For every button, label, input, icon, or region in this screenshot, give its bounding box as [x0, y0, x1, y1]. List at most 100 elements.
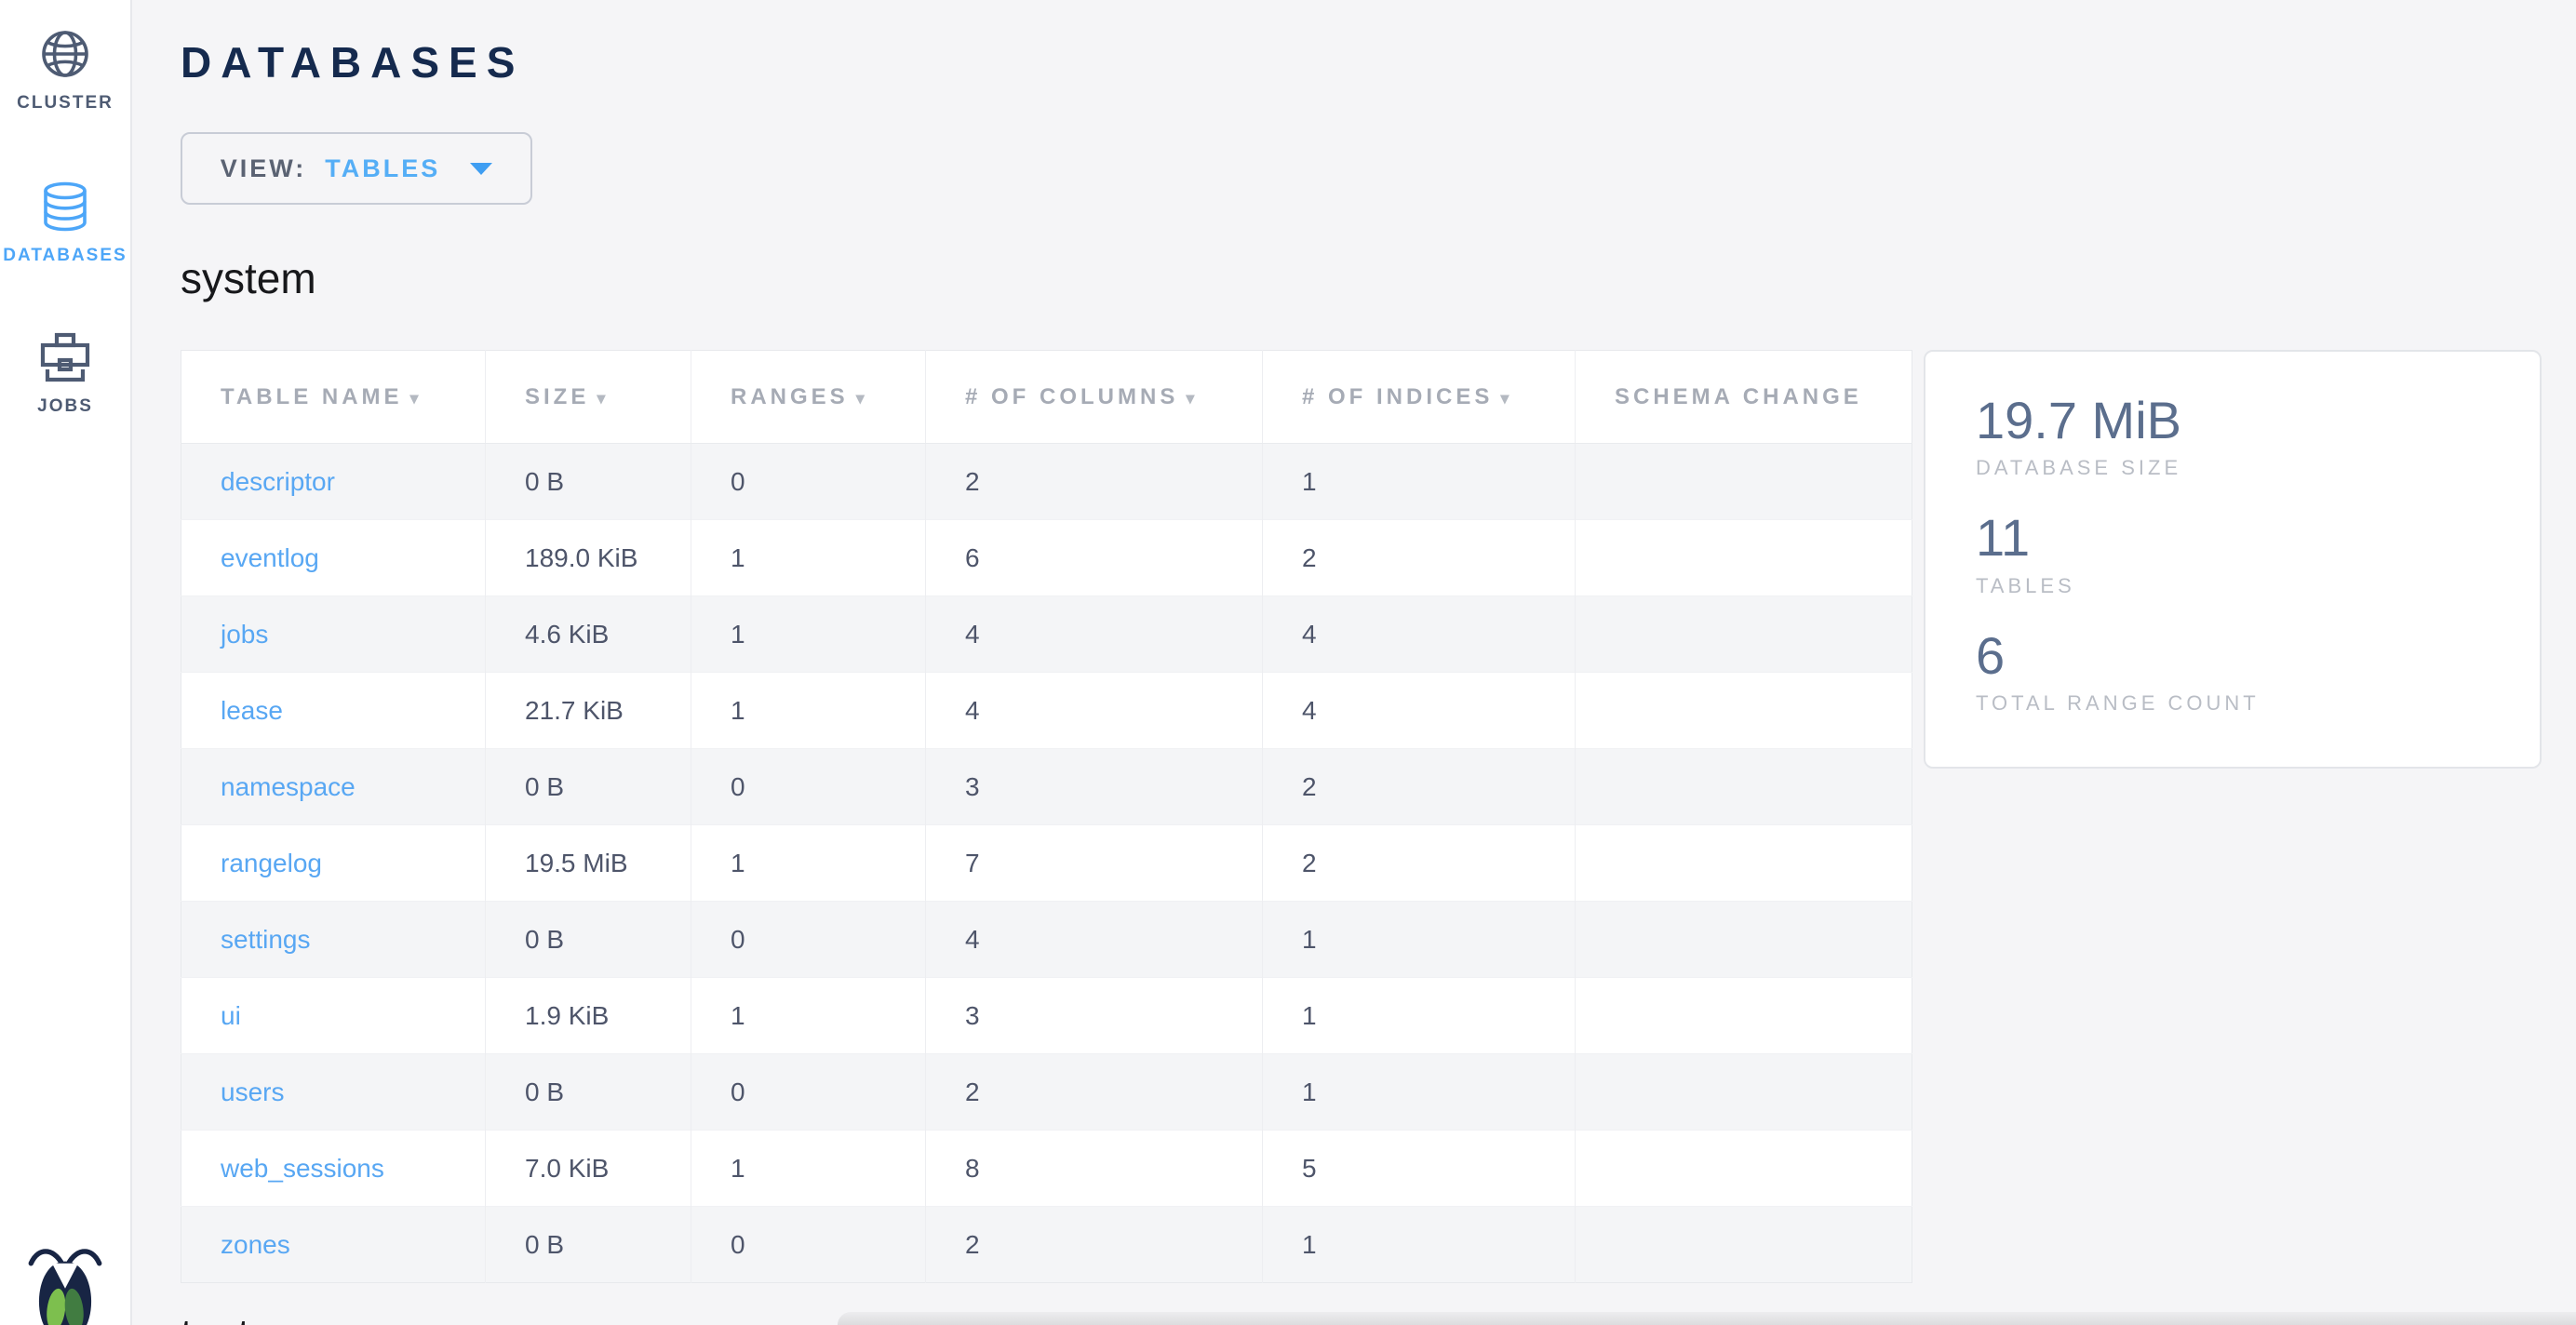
- database-summary-card: 19.7 MiB DATABASE SIZE 11 TABLES 6 TOTAL RANG…: [1924, 350, 2542, 769]
- size-cell: 189.0 KiB: [485, 519, 691, 596]
- table-link[interactable]: descriptor: [221, 466, 335, 496]
- table-row: jobs 4.6 KiB 1 4 4: [181, 596, 1912, 673]
- sort-caret-icon[interactable]: ▾: [597, 388, 610, 408]
- database-icon: [39, 181, 91, 233]
- columns-cell: 3: [925, 977, 1263, 1054]
- sort-caret-icon[interactable]: ▾: [409, 388, 423, 408]
- table-link[interactable]: namespace: [221, 771, 356, 801]
- size-cell: 0 B: [485, 1053, 691, 1131]
- table-name-cell: web_sessions: [181, 1130, 486, 1207]
- ranges-cell: 1: [691, 672, 926, 749]
- sort-caret-icon[interactable]: ▾: [1186, 388, 1199, 408]
- sidebar: CLUSTER DATABASES JOBS: [0, 0, 132, 1325]
- system-database-content: TABLE NAME ▾ SIZE ▾ RANGES ▾ # OF COLUMNS ▾ # OF…: [181, 350, 2576, 1283]
- column-header-label: # OF COLUMNS: [965, 383, 1179, 409]
- sidebar-item-label: CLUSTER: [17, 93, 114, 113]
- summary-stat-database-size: 19.7 MiB DATABASE SIZE: [1976, 391, 2502, 480]
- stat-label: TABLES: [1976, 573, 2075, 597]
- stat-label: DATABASE SIZE: [1976, 456, 2182, 480]
- ranges-cell: 0: [691, 1053, 926, 1131]
- ranges-cell: 1: [691, 977, 926, 1054]
- size-cell: 1.9 KiB: [485, 977, 691, 1054]
- table-name-cell: descriptor: [181, 443, 486, 520]
- view-dropdown-label: VIEW:: [220, 154, 307, 182]
- column-header-size[interactable]: SIZE ▾: [485, 350, 691, 444]
- size-cell: 19.5 MiB: [485, 824, 691, 902]
- table-name-cell: zones: [181, 1206, 486, 1283]
- table-link[interactable]: lease: [221, 695, 283, 725]
- column-header-ranges[interactable]: RANGES ▾: [691, 350, 926, 444]
- table-link[interactable]: rangelog: [221, 848, 322, 877]
- indices-cell: 1: [1262, 443, 1576, 520]
- briefcase-icon: [37, 332, 93, 383]
- stat-value: 6: [1976, 625, 2006, 685]
- chevron-down-icon: [470, 162, 493, 175]
- table-row: rangelog 19.5 MiB 1 7 2: [181, 824, 1912, 902]
- table-name-cell: rangelog: [181, 824, 486, 902]
- table-link[interactable]: eventlog: [221, 542, 319, 572]
- table-name-cell: namespace: [181, 748, 486, 825]
- size-cell: 0 B: [485, 901, 691, 978]
- table-link[interactable]: jobs: [221, 619, 269, 649]
- size-cell: 4.6 KiB: [485, 596, 691, 673]
- columns-cell: 7: [925, 824, 1263, 902]
- columns-cell: 4: [925, 901, 1263, 978]
- indices-cell: 1: [1262, 901, 1576, 978]
- table-name-cell: eventlog: [181, 519, 486, 596]
- column-header-label: TABLE NAME: [221, 383, 403, 409]
- schema-change-cell: [1575, 824, 1912, 902]
- table-name-cell: settings: [181, 901, 486, 978]
- column-header--of-indices[interactable]: # OF INDICES ▾: [1262, 350, 1576, 444]
- columns-cell: 8: [925, 1130, 1263, 1207]
- schema-change-cell: [1575, 1206, 1912, 1283]
- sidebar-item-cluster[interactable]: CLUSTER: [0, 30, 130, 114]
- sidebar-item-jobs[interactable]: JOBS: [0, 332, 130, 417]
- schema-change-cell: [1575, 596, 1912, 673]
- column-header--of-columns[interactable]: # OF COLUMNS ▾: [925, 350, 1263, 444]
- indices-cell: 2: [1262, 748, 1576, 825]
- column-header-table-name[interactable]: TABLE NAME ▾: [181, 350, 486, 444]
- stat-value: 19.7 MiB: [1976, 391, 2181, 449]
- columns-cell: 2: [925, 1053, 1263, 1131]
- summary-stat-total-range-count: 6 TOTAL RANGE COUNT: [1976, 626, 2502, 716]
- summary-stat-tables: 11 TABLES: [1976, 508, 2502, 597]
- table-header-row: TABLE NAME ▾ SIZE ▾ RANGES ▾ # OF COLUMNS ▾ # OF…: [181, 350, 1912, 444]
- stat-value: 11: [1976, 508, 2031, 568]
- tables-table: TABLE NAME ▾ SIZE ▾ RANGES ▾ # OF COLUMNS ▾ # OF…: [181, 350, 1912, 1283]
- table-link[interactable]: web_sessions: [221, 1153, 384, 1183]
- table-row: eventlog 189.0 KiB 1 6 2: [181, 519, 1912, 596]
- sort-caret-icon[interactable]: ▾: [855, 388, 868, 408]
- ranges-cell: 1: [691, 519, 926, 596]
- page-title: DATABASES: [181, 38, 525, 87]
- table-name-cell: jobs: [181, 596, 486, 673]
- size-cell: 21.7 KiB: [485, 672, 691, 749]
- indices-cell: 1: [1262, 1206, 1576, 1283]
- columns-cell: 2: [925, 1206, 1263, 1283]
- table-link[interactable]: users: [221, 1077, 285, 1106]
- database-section-heading-test: test: [181, 1309, 2576, 1325]
- ranges-cell: 1: [691, 596, 926, 673]
- cockroachdb-logo-icon: [24, 1241, 106, 1325]
- table-link[interactable]: zones: [221, 1229, 290, 1259]
- ranges-cell: 0: [691, 901, 926, 978]
- columns-cell: 3: [925, 748, 1263, 825]
- columns-cell: 4: [925, 672, 1263, 749]
- column-header-label: # OF INDICES: [1302, 383, 1494, 409]
- schema-change-cell: [1575, 519, 1912, 596]
- view-dropdown[interactable]: VIEW: TABLES: [181, 132, 532, 205]
- table-row: ui 1.9 KiB 1 3 1: [181, 977, 1912, 1054]
- sort-caret-icon[interactable]: ▾: [1500, 388, 1513, 408]
- schema-change-cell: [1575, 748, 1912, 825]
- columns-cell: 6: [925, 519, 1263, 596]
- sidebar-item-databases[interactable]: DATABASES: [0, 181, 130, 266]
- indices-cell: 1: [1262, 977, 1576, 1054]
- table-link[interactable]: settings: [221, 924, 311, 954]
- indices-cell: 2: [1262, 519, 1576, 596]
- table-link[interactable]: ui: [221, 1000, 241, 1030]
- stat-label: TOTAL RANGE COUNT: [1976, 691, 2260, 716]
- table-name-cell: users: [181, 1053, 486, 1131]
